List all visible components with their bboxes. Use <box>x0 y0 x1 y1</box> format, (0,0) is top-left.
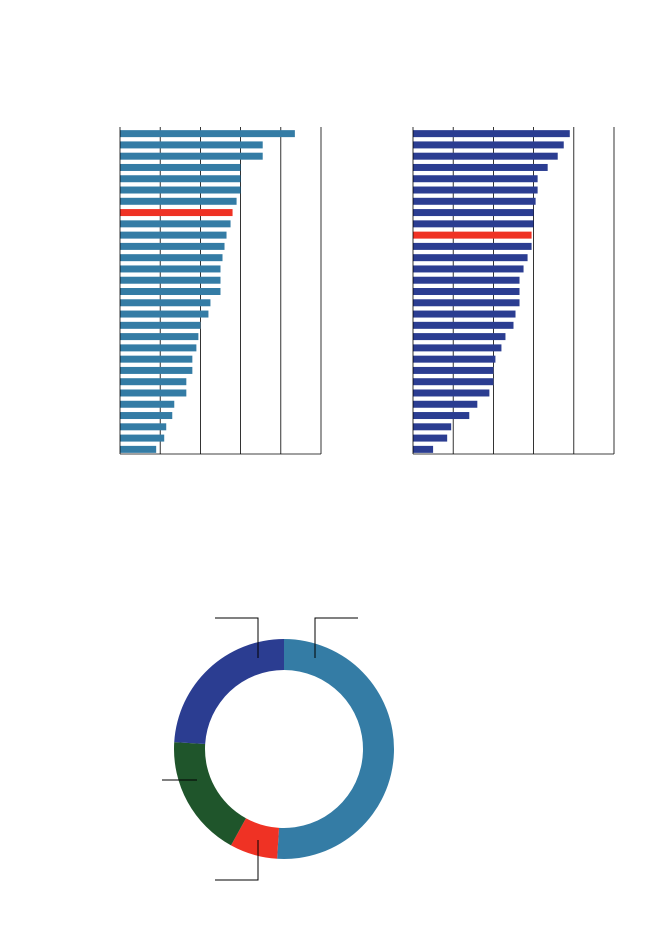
right-chart-bar <box>413 186 538 194</box>
left-chart-bar <box>120 299 211 307</box>
right-chart-bar <box>413 242 532 250</box>
right-chart-bar <box>413 333 506 341</box>
bar-chart-right <box>412 127 615 455</box>
left-chart-bar <box>120 445 157 453</box>
right-chart-bar <box>413 163 548 171</box>
right-chart-bar <box>413 220 534 228</box>
right-chart-bar <box>413 209 534 217</box>
right-chart-bar <box>413 141 564 149</box>
left-chart-bar <box>120 344 197 352</box>
right-chart-bar <box>413 321 514 329</box>
left-chart-bar <box>120 276 221 284</box>
left-chart-bar <box>120 152 263 160</box>
right-chart-bar <box>413 366 494 374</box>
left-chart-bar <box>120 231 227 239</box>
leader-line-navy-slice <box>215 617 259 658</box>
left-chart-bar <box>120 288 221 295</box>
left-chart-bar <box>120 333 199 341</box>
right-chart-bar <box>413 434 448 442</box>
left-chart-bar <box>120 265 221 273</box>
left-chart-bar <box>120 141 263 149</box>
left-chart-bar <box>120 378 187 386</box>
left-chart-bar <box>120 366 193 374</box>
right-chart-bar <box>413 412 470 420</box>
right-chart-bar <box>413 130 570 138</box>
right-chart-bar <box>413 378 494 386</box>
right-chart-bar <box>413 175 538 183</box>
donut-slice-3 <box>173 742 246 846</box>
donut-slice-4 <box>174 639 284 745</box>
right-chart-bar <box>413 445 434 453</box>
right-chart-bar <box>413 288 520 295</box>
left-chart-bar <box>120 163 241 171</box>
left-chart-bar <box>120 310 209 318</box>
right-chart-bar <box>413 389 490 397</box>
leader-line-red-slice <box>215 840 259 881</box>
left-chart-bar <box>120 434 165 442</box>
right-chart-bar <box>413 423 452 431</box>
left-chart-bar <box>120 423 167 431</box>
right-chart-bar <box>413 400 478 408</box>
left-chart-bar <box>120 355 193 363</box>
right-chart-bar <box>413 276 520 284</box>
right-chart-bar <box>413 310 516 318</box>
left-chart-bar <box>120 186 241 194</box>
right-chart-bar <box>413 355 496 363</box>
right-chart-bar <box>413 197 536 205</box>
donut-chart <box>173 639 394 859</box>
right-chart-bar <box>413 265 524 273</box>
left-chart-bar <box>120 197 237 205</box>
left-chart-bar <box>120 389 187 397</box>
right-chart-bar <box>413 254 528 262</box>
right-chart-bar-highlighted <box>413 231 532 239</box>
right-chart-bar <box>413 299 520 307</box>
donut-slice-1 <box>277 639 394 859</box>
bar-chart-left <box>119 127 322 455</box>
left-chart-bar <box>120 321 201 329</box>
left-chart-bar <box>120 242 225 250</box>
left-chart-bar <box>120 175 241 183</box>
right-chart-bar <box>413 344 502 352</box>
right-chart-bar <box>413 152 558 160</box>
donut-leader-lines <box>162 617 358 881</box>
left-chart-bar-highlighted <box>120 209 233 217</box>
leader-line-teal-slice <box>314 617 358 658</box>
left-chart-bar <box>120 400 175 408</box>
left-chart-bar <box>120 412 173 420</box>
left-chart-bar <box>120 130 295 138</box>
left-chart-bar <box>120 254 223 262</box>
donut-slice-2 <box>231 818 280 859</box>
left-chart-bar <box>120 220 231 228</box>
